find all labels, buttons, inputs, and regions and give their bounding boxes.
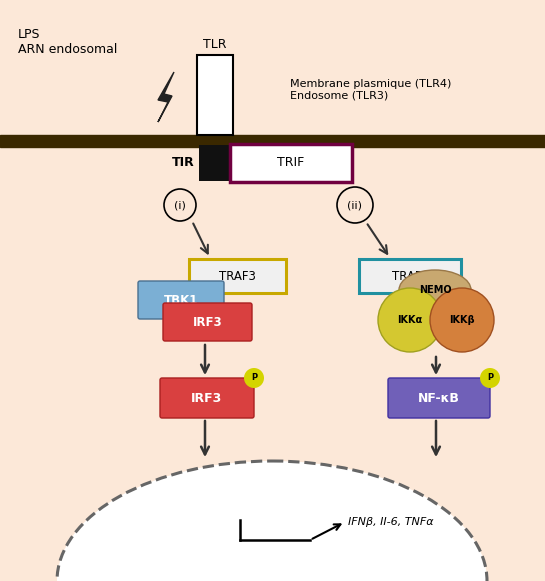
- Circle shape: [164, 189, 196, 221]
- Polygon shape: [158, 72, 174, 122]
- Circle shape: [430, 288, 494, 352]
- Bar: [0, 135, 545, 147]
- FancyBboxPatch shape: [189, 259, 286, 293]
- Ellipse shape: [57, 461, 487, 581]
- FancyBboxPatch shape: [230, 144, 352, 182]
- Circle shape: [244, 368, 264, 388]
- FancyBboxPatch shape: [388, 378, 490, 418]
- FancyBboxPatch shape: [163, 303, 252, 341]
- Text: IFNβ, II-6, TNFα: IFNβ, II-6, TNFα: [348, 517, 434, 527]
- Text: NEMO: NEMO: [419, 285, 451, 295]
- Text: TRAF6: TRAF6: [391, 270, 428, 282]
- Text: P: P: [251, 374, 257, 382]
- Text: IKKα: IKKα: [397, 315, 422, 325]
- Text: (ii): (ii): [348, 200, 362, 210]
- Bar: [197, 55, 233, 135]
- Text: TIR: TIR: [172, 156, 195, 170]
- Text: TBK1: TBK1: [164, 293, 198, 307]
- Text: (i): (i): [174, 200, 186, 210]
- Text: IKKβ: IKKβ: [449, 315, 475, 325]
- Text: IRF3: IRF3: [191, 392, 222, 404]
- Circle shape: [480, 368, 500, 388]
- FancyBboxPatch shape: [359, 259, 461, 293]
- Text: NF-κB: NF-κB: [418, 392, 460, 404]
- Text: IRF3: IRF3: [193, 315, 222, 328]
- Ellipse shape: [399, 270, 471, 310]
- Text: TRIF: TRIF: [277, 156, 305, 170]
- FancyBboxPatch shape: [160, 378, 254, 418]
- Bar: [199, 145, 231, 181]
- Circle shape: [378, 288, 442, 352]
- Text: Membrane plasmique (TLR4)
Endosome (TLR3): Membrane plasmique (TLR4) Endosome (TLR3…: [290, 79, 451, 101]
- Bar: [0, 0, 545, 135]
- Text: P: P: [487, 374, 493, 382]
- Text: TLR: TLR: [203, 38, 227, 51]
- Circle shape: [337, 187, 373, 223]
- Text: TRAF3: TRAF3: [219, 270, 256, 282]
- Text: LPS
ARN endosomal: LPS ARN endosomal: [18, 28, 117, 56]
- FancyBboxPatch shape: [138, 281, 224, 319]
